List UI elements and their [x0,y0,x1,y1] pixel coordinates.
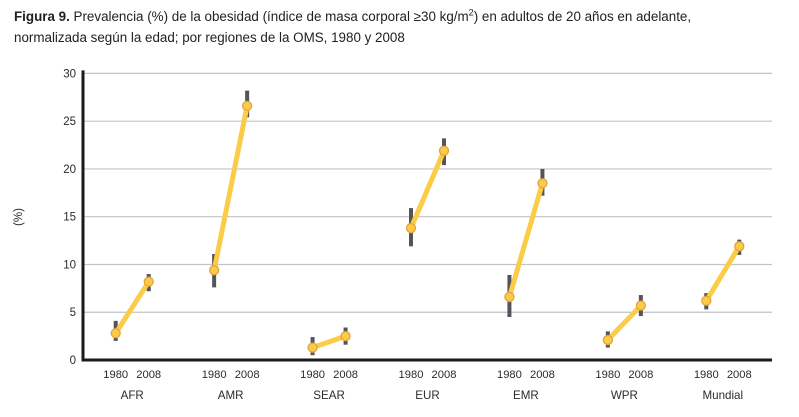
region-label-Mundial: Mundial [702,389,743,402]
y-tick-label: 10 [63,259,76,271]
data-point-SEAR-2008 [340,330,351,342]
title-line2: normalizada según la edad; por regiones … [14,29,405,45]
x-tick-label-AFR-2008: 2008 [136,369,161,381]
data-point-Mundial-2008 [734,241,745,252]
region-label-AFR: AFR [121,389,144,402]
x-tick-label-Mundial-1980: 1980 [694,369,719,381]
data-point-SEAR-1980 [307,342,318,353]
x-tick-label-EMR-1980: 1980 [497,369,522,381]
trend-line-SEAR [310,333,349,351]
y-tick-label: 5 [70,307,76,319]
x-tick-label-AFR-1980: 1980 [103,369,128,381]
data-point-Mundial-1980 [701,295,712,306]
x-tick-label-SEAR-1980: 1980 [300,369,325,381]
y-tick-label: 20 [63,164,76,176]
x-tick-label-Mundial-2008: 2008 [727,369,752,381]
y-tick-label: 25 [63,116,76,128]
data-point-AFR-2008 [143,276,154,287]
trend-line-EUR [408,148,447,231]
figure-title: Figura 9. Prevalencia (%) de la obesidad… [14,7,790,49]
region-label-EUR: EUR [415,389,439,402]
x-tick-label-WPR-1980: 1980 [595,369,620,381]
x-tick-label-SEAR-2008: 2008 [333,369,358,381]
trend-line-EMR [506,180,545,300]
trend-line-AFR [113,279,152,336]
y-axis-title: (%) [13,208,25,226]
title-line1-post: ) en adultos de 20 años en adelante, [473,9,692,24]
region-label-EMR: EMR [513,389,539,402]
data-point-AMR-2008 [241,100,253,112]
title-line1-pre: Prevalencia (%) de la obesidad (índice d… [69,9,469,24]
region-label-WPR: WPR [611,389,638,402]
y-tick-label: 30 [63,68,76,80]
data-point-AFR-1980 [110,328,121,339]
obesity-prevalence-chart: 0 5 10 15 20 25 30 (%) 1980 2008 AFR 1980 2008 AMR 198… [13,68,772,402]
title-superscript: 2 [468,7,474,18]
y-tick-label: 15 [63,212,76,224]
x-tick-label-EUR-1980: 1980 [399,369,424,381]
x-tick-label-AMR-2008: 2008 [235,369,260,381]
data-point-AMR-1980 [208,265,220,276]
region-label-SEAR: SEAR [313,389,345,402]
data-point-EUR-2008 [438,145,450,156]
region-label-AMR: AMR [218,389,244,402]
data-point-EMR-2008 [537,178,548,189]
trend-line-WPR [605,303,644,343]
x-tick-label-EMR-2008: 2008 [530,369,555,381]
trend-line-AMR [211,103,250,273]
figure-label: Figura 9. [14,9,70,24]
trend-line-Mundial [703,243,742,304]
data-point-WPR-2008 [635,300,647,311]
data-point-EUR-1980 [405,223,417,234]
y-tick-label: 0 [70,355,76,367]
data-point-EMR-1980 [504,291,515,303]
data-point-WPR-1980 [602,334,614,346]
chart-area: 0 5 10 15 20 25 30 (%) 1980 2008 AFR 1980 2008 AMR 198… [0,60,799,417]
x-tick-label-AMR-1980: 1980 [202,369,227,381]
x-tick-label-WPR-2008: 2008 [628,369,653,381]
x-tick-label-EUR-2008: 2008 [432,369,457,381]
